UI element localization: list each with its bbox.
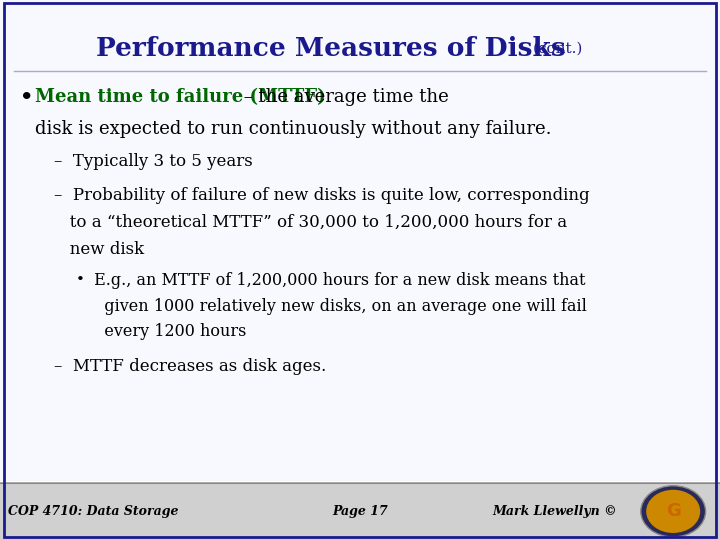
Text: Mean time to failure (MTTF): Mean time to failure (MTTF) [35,88,325,106]
Text: •: • [20,87,34,107]
Text: – the average time the: – the average time the [238,88,449,106]
Text: –  MTTF decreases as disk ages.: – MTTF decreases as disk ages. [54,357,326,375]
Ellipse shape [641,486,706,537]
Text: G: G [666,502,680,521]
Text: disk is expected to run continuously without any failure.: disk is expected to run continuously wit… [35,119,551,138]
Ellipse shape [647,490,701,533]
Text: –  Probability of failure of new disks is quite low, corresponding: – Probability of failure of new disks is… [54,187,590,204]
Text: new disk: new disk [54,241,144,258]
Text: –  Typically 3 to 5 years: – Typically 3 to 5 years [54,153,253,170]
Text: E.g., an MTTF of 1,200,000 hours for a new disk means that: E.g., an MTTF of 1,200,000 hours for a n… [89,272,585,289]
Text: (cont.): (cont.) [533,42,583,56]
Text: COP 4710: Data Storage: COP 4710: Data Storage [9,505,179,518]
Text: Mark Llewellyn ©: Mark Llewellyn © [492,505,617,518]
Bar [0,483,720,540]
Text: every 1200 hours: every 1200 hours [89,323,246,340]
Text: Performance Measures of Disks: Performance Measures of Disks [96,36,566,61]
Text: •: • [76,273,84,287]
Text: to a “theoretical MTTF” of 30,000 to 1,200,000 hours for a: to a “theoretical MTTF” of 30,000 to 1,2… [54,214,567,231]
Text: Page 17: Page 17 [332,505,388,518]
Text: given 1000 relatively new disks, on an average one will fail: given 1000 relatively new disks, on an a… [89,298,586,315]
